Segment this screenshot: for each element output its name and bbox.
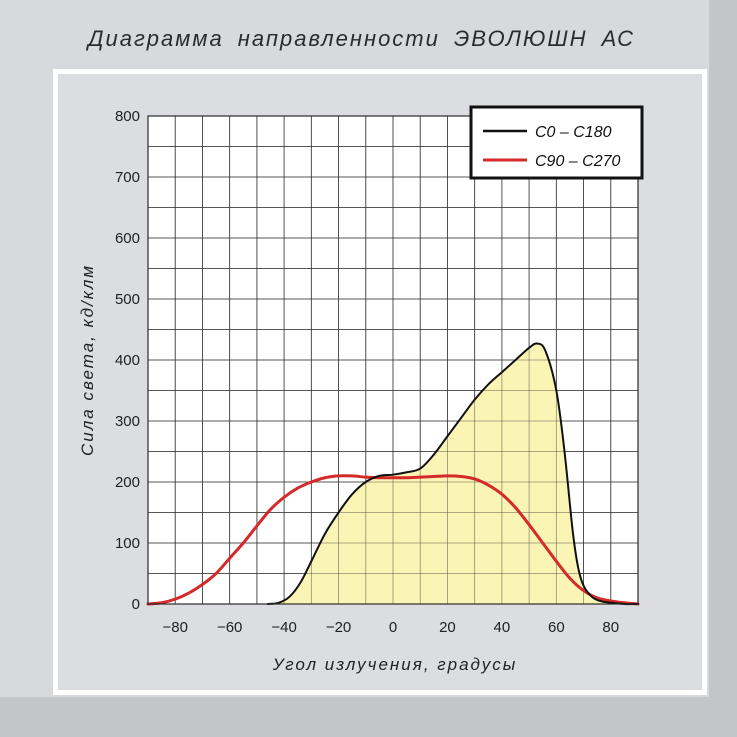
y-tick-label: 700: [115, 169, 140, 186]
x-tick-label: −40: [271, 619, 296, 636]
x-tick-label: −20: [326, 619, 351, 636]
series-line-1: [266, 342, 639, 606]
legend-box: [469, 105, 644, 180]
y-tick-label: 300: [115, 413, 140, 430]
series-fill-1: [267, 343, 638, 605]
x-tick-label: 40: [494, 619, 511, 636]
y-axis-label: Сила света, кд/клм: [78, 264, 97, 456]
y-tick-label: 500: [115, 291, 140, 308]
y-tick-label: 800: [115, 108, 140, 125]
axes-group: [147, 115, 639, 605]
y-tick-label: 400: [115, 352, 140, 369]
legend-label: C90 – C270: [535, 153, 620, 170]
chart-title: Диаграмма направленности ЭВОЛЮШН АС: [88, 26, 635, 51]
x-tick-label: −80: [162, 619, 187, 636]
x-tick-label: 20: [439, 619, 456, 636]
x-axis-label: Угол излучения, градусы: [272, 655, 518, 674]
plot-frame: [147, 115, 639, 605]
series-lines-group: [146, 342, 640, 606]
x-tick-label: 80: [602, 619, 619, 636]
series-line-2: [146, 474, 640, 606]
x-tick-label: −60: [217, 619, 242, 636]
legend-label: C0 – C180: [535, 124, 612, 141]
tick-labels-group: 0 100 200 300 400 500 600 700 800 −80 −60 −40 −20 0 20…: [115, 108, 619, 636]
x-tick-label: 0: [389, 619, 397, 636]
y-tick-label: 100: [115, 535, 140, 552]
legend-group: C0 – C180 C90 – C270: [469, 105, 644, 180]
y-tick-label: 200: [115, 474, 140, 491]
y-tick-label: 0: [132, 596, 140, 613]
y-tick-label: 600: [115, 230, 140, 247]
x-tick-label: 60: [548, 619, 565, 636]
